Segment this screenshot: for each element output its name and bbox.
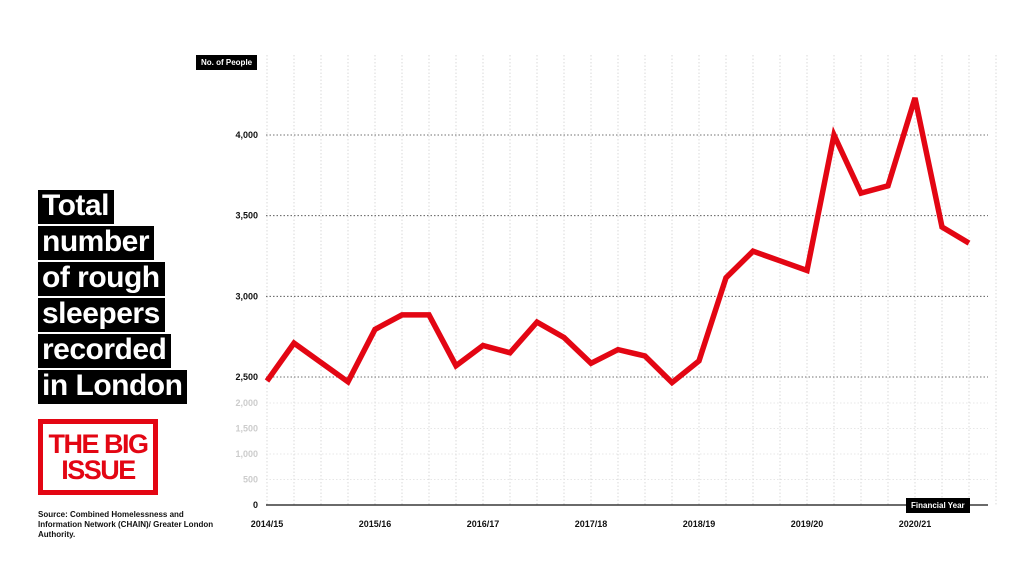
title-line: Total	[38, 190, 114, 224]
y-tick-label: 3,500	[235, 211, 258, 221]
title-line: of rough	[38, 262, 165, 296]
y-axis-title: No. of People	[196, 55, 258, 70]
x-tick-label: 2014/15	[251, 519, 284, 529]
y-tick-label: 3,000	[235, 291, 258, 301]
chart-title: Total number of rough sleepers recorded …	[38, 190, 188, 406]
y-tick-label: 1,500	[235, 424, 258, 434]
title-line: number	[38, 226, 155, 260]
x-tick-label: 2015/16	[359, 519, 392, 529]
source-note: Source: Combined Homelessness and Inform…	[38, 510, 214, 539]
y-tick-label: 1,000	[235, 449, 258, 459]
x-tick-label: 2017/18	[575, 519, 608, 529]
x-tick-label: 2016/17	[467, 519, 500, 529]
x-tick-label: 2019/20	[791, 519, 824, 529]
y-tick-label: 2,500	[235, 372, 258, 382]
logo-line-2: ISSUE	[61, 455, 136, 485]
y-tick-label: 0	[253, 500, 258, 510]
y-tick-label: 2,000	[235, 398, 258, 408]
y-tick-label: 500	[243, 475, 258, 485]
x-tick-label: 2020/21	[899, 519, 932, 529]
x-axis-title: Financial Year	[906, 498, 970, 513]
x-tick-label: 2018/19	[683, 519, 716, 529]
title-line: in London	[38, 370, 188, 404]
logo-line-1: THE BIG	[48, 429, 149, 459]
y-tick-label: 4,000	[235, 130, 258, 140]
title-line: recorded	[38, 334, 172, 368]
big-issue-logo: THE BIG ISSUE	[38, 419, 158, 495]
title-line: sleepers	[38, 298, 165, 332]
series-line	[264, 97, 971, 387]
